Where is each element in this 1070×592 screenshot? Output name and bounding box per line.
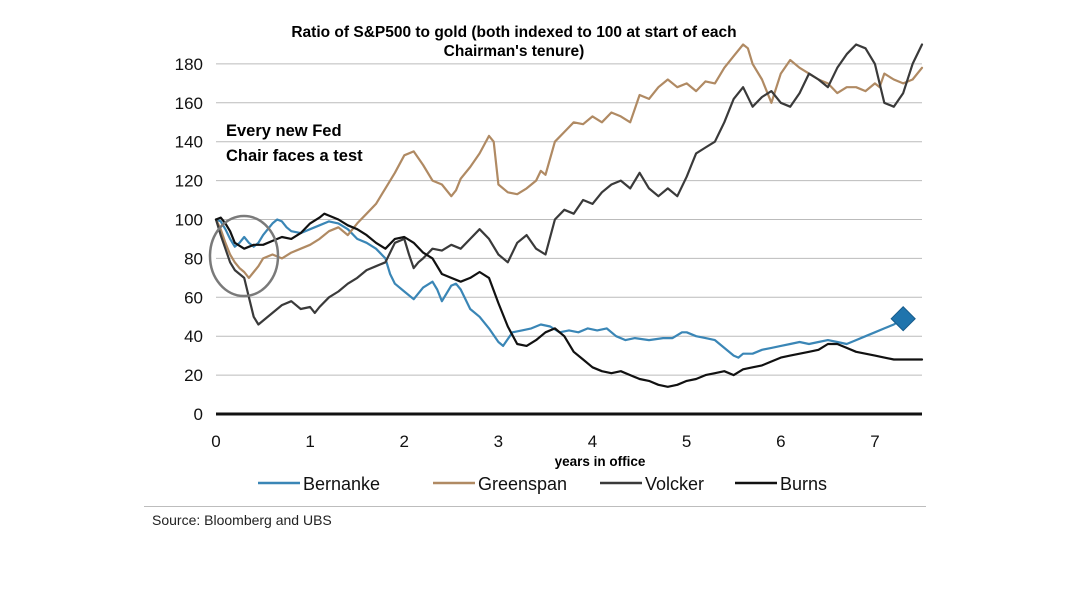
x-tick-label: 1	[305, 432, 314, 451]
legend-label-bernanke: Bernanke	[303, 474, 380, 494]
marker-diamond	[890, 305, 916, 332]
series-line-volcker	[214, 43, 924, 326]
legend-label-greenspan: Greenspan	[478, 474, 567, 494]
annotation-line-2: Chair faces a test	[226, 147, 363, 165]
y-tick-label: 40	[184, 327, 203, 346]
y-tick-label: 0	[194, 405, 203, 424]
marker-layer	[890, 305, 916, 332]
y-tick-label: 100	[175, 211, 203, 230]
x-tick-label: 2	[400, 432, 409, 451]
y-tick-label: 60	[184, 288, 203, 307]
x-tick-labels: 0 1 2 3 4 5 6 7	[211, 432, 879, 451]
y-tick-label: 20	[184, 366, 203, 385]
series-line-greenspan	[214, 43, 924, 279]
x-tick-label: 3	[494, 432, 503, 451]
x-tick-label: 5	[682, 432, 691, 451]
source-divider	[144, 506, 926, 507]
source-note: Source: Bloomberg and UBS	[152, 512, 332, 528]
x-axis-label: years in office	[555, 454, 646, 469]
highlight-ellipse	[208, 214, 280, 298]
series-line-burns	[214, 212, 924, 388]
series-line-bernanke	[214, 218, 905, 359]
y-tick-label: 120	[175, 172, 203, 191]
x-tick-label: 4	[588, 432, 597, 451]
x-tick-label: 0	[211, 432, 220, 451]
y-tick-label: 140	[175, 133, 203, 152]
legend: Bernanke Greenspan Volcker Burns	[258, 474, 827, 494]
legend-label-volcker: Volcker	[645, 474, 704, 494]
gridlines	[216, 63, 922, 416]
y-tick-label: 180	[175, 55, 203, 74]
x-tick-label: 6	[776, 432, 785, 451]
annotation-line-1: Every new Fed	[226, 122, 342, 140]
x-tick-label: 7	[870, 432, 879, 451]
chart-title-line-2: Chairman's tenure)	[444, 43, 585, 60]
series-lines	[214, 43, 924, 388]
y-tick-labels: 0 20 40 60 80 100 120 140 160 180	[175, 55, 203, 424]
y-tick-label: 160	[175, 94, 203, 113]
y-tick-label: 80	[184, 249, 203, 268]
legend-label-burns: Burns	[780, 474, 827, 494]
chart-title-line-1: Ratio of S&P500 to gold (both indexed to…	[291, 24, 736, 41]
